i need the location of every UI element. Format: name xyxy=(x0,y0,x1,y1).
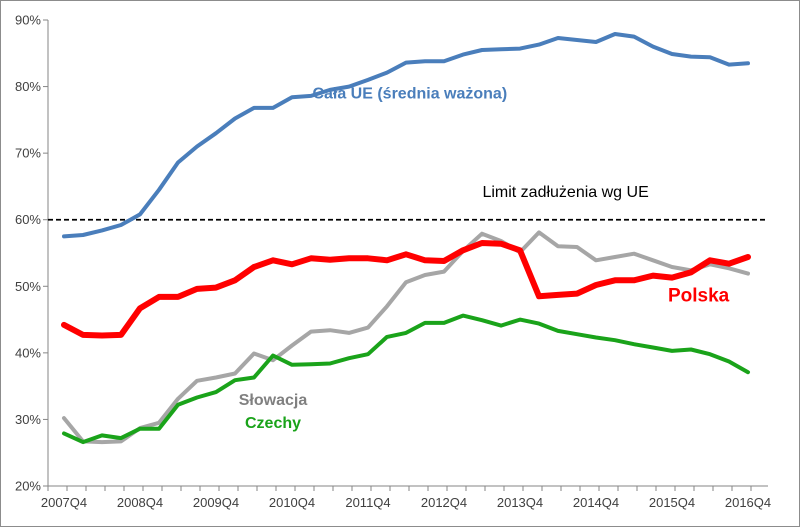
annotation-eu-debt-limit: Limit zadłużenia wg UE xyxy=(482,184,648,201)
y-tick-label: 20% xyxy=(15,479,41,494)
x-tick-label: 2012Q4 xyxy=(421,495,467,510)
x-tick-label: 2011Q4 xyxy=(345,495,390,510)
x-tick-label: 2008Q4 xyxy=(117,495,163,510)
axes-layer: 20% 30% 40% 50% 60% 70% 80% 90% 2007Q4 2008Q4 2009… xyxy=(15,13,771,511)
x-tick-label: 2007Q4 xyxy=(41,495,87,510)
series-line-slowacja xyxy=(62,230,750,445)
annotation-layer: Cała UE (średnia ważona) Limit zadłużenia… xyxy=(239,86,730,433)
x-tick-label: 2016Q4 xyxy=(725,495,771,510)
y-tick-label: 40% xyxy=(15,345,41,360)
y-tick-label: 60% xyxy=(15,212,41,227)
x-tick-label: 2013Q4 xyxy=(497,495,543,510)
y-tick-label: 50% xyxy=(15,279,41,294)
x-tick-label: 2015Q4 xyxy=(649,495,695,510)
y-tick-label: 30% xyxy=(15,412,41,427)
series-line-czechy xyxy=(62,313,750,445)
x-tick-label: 2009Q4 xyxy=(193,495,239,510)
y-tick-label: 80% xyxy=(15,79,41,94)
annotation-czechy: Czechy xyxy=(245,415,301,432)
y-tick-label: 90% xyxy=(15,13,41,28)
annotation-polska: Polska xyxy=(668,286,730,307)
x-tick-label: 2010Q4 xyxy=(269,495,315,510)
x-tick-label: 2014Q4 xyxy=(573,495,619,510)
annotation-slowacja: Słowacja xyxy=(239,392,308,409)
series-line-cala-ue-srednia-wazona xyxy=(62,32,750,239)
series-line-polska xyxy=(61,240,751,339)
annotation-eu-average: Cała UE (średnia ważona) xyxy=(312,86,507,103)
y-tick-label: 70% xyxy=(15,146,41,161)
series-layer xyxy=(48,32,768,445)
